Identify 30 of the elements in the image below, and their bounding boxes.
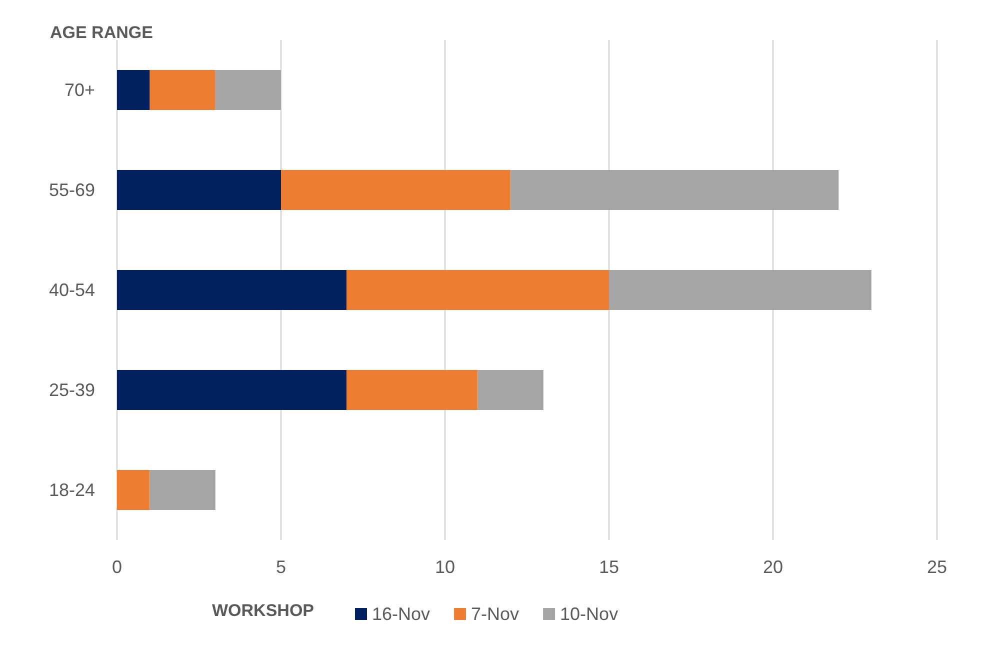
y-tick-label: 40-54 [48, 280, 95, 300]
y-tick-label: 70+ [64, 80, 95, 100]
x-tick-label: 5 [276, 557, 286, 577]
y-axis-title: AGE RANGE [50, 23, 153, 42]
bar [117, 470, 150, 510]
y-tick-label: 25-39 [48, 380, 95, 400]
x-tick-label: 25 [926, 557, 948, 577]
legend-label: 16-Nov [372, 604, 430, 624]
bar [346, 270, 609, 310]
legend-label: 7-Nov [471, 604, 520, 624]
bar [117, 70, 150, 110]
bar [609, 270, 872, 310]
bar [281, 170, 511, 210]
bar [150, 70, 216, 110]
legend-title: WORKSHOP [212, 601, 314, 620]
bar [346, 370, 478, 410]
bar [215, 70, 281, 110]
y-tick-label: 55-69 [48, 180, 95, 200]
y-tick-label: 18-24 [48, 480, 95, 500]
x-tick-label: 0 [112, 557, 122, 577]
bar [150, 470, 216, 510]
bar [117, 270, 347, 310]
bar [478, 370, 544, 410]
x-tick-label: 15 [598, 557, 620, 577]
x-tick-label: 10 [434, 557, 456, 577]
x-tick-label: 20 [762, 557, 784, 577]
bar [117, 370, 347, 410]
bar [510, 170, 839, 210]
legend-label: 10-Nov [560, 604, 618, 624]
bar [117, 170, 281, 210]
